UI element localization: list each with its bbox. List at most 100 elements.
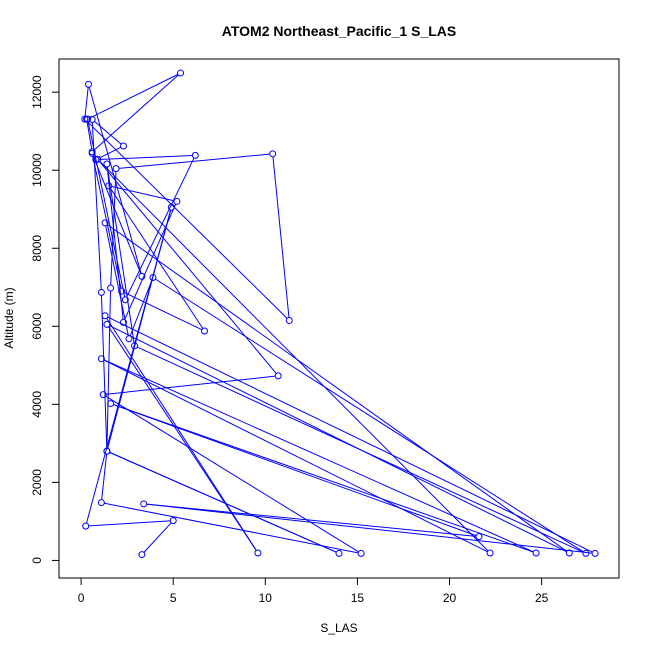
data-point xyxy=(101,312,109,320)
series-segment xyxy=(103,359,534,553)
data-point xyxy=(103,447,111,455)
series-segment xyxy=(124,292,203,331)
data-point xyxy=(169,517,177,525)
series-segment xyxy=(103,359,488,553)
series-segment xyxy=(106,291,112,449)
series-segment xyxy=(94,121,122,145)
data-point xyxy=(92,156,100,164)
x-tick-label: 15 xyxy=(351,591,365,605)
data-point xyxy=(84,80,92,88)
series-segment xyxy=(110,171,117,286)
series-segment xyxy=(98,155,193,161)
series-segment xyxy=(98,146,122,159)
data-point xyxy=(131,342,139,350)
y-tick-label: 0 xyxy=(30,557,44,564)
data-point xyxy=(138,272,146,280)
data-point xyxy=(254,549,262,557)
series-segment xyxy=(92,156,142,274)
series-segment xyxy=(99,161,489,552)
data-point xyxy=(335,549,343,557)
series-segment xyxy=(119,153,270,169)
data-point xyxy=(105,182,113,190)
data-point xyxy=(125,335,133,343)
data-point xyxy=(285,316,293,324)
data-point xyxy=(167,203,175,211)
data-point xyxy=(173,197,181,205)
data-point xyxy=(582,549,590,557)
series-segment xyxy=(109,325,567,553)
x-axis: 0 5 10 15 20 25 xyxy=(78,577,549,605)
data-point xyxy=(138,551,146,559)
data-point xyxy=(99,391,107,399)
data-point xyxy=(357,549,365,557)
x-tick-label: 25 xyxy=(535,591,549,605)
series-segment xyxy=(106,318,257,551)
data-point xyxy=(119,142,127,150)
series-segment xyxy=(107,316,593,553)
data-point xyxy=(591,549,599,557)
series-segment xyxy=(155,278,584,553)
y-axis-label: Altitude (m) xyxy=(2,287,16,348)
data-point xyxy=(103,320,111,328)
series-segment xyxy=(100,295,108,449)
series-segment xyxy=(143,522,172,553)
series-segment xyxy=(86,121,93,149)
data-point xyxy=(149,274,157,282)
series-segment xyxy=(109,451,337,553)
x-tick-label: 0 xyxy=(78,591,85,605)
series-segment xyxy=(101,454,108,500)
data-point xyxy=(532,549,540,557)
series-segment xyxy=(146,503,477,537)
series-segment xyxy=(111,186,175,202)
data-point xyxy=(88,148,96,156)
y-tick-label: 4000 xyxy=(30,391,44,418)
series-segment xyxy=(272,156,290,318)
series-segment xyxy=(146,503,593,554)
series-segment xyxy=(106,166,135,343)
series-segment xyxy=(137,346,584,553)
data-point xyxy=(177,69,185,77)
x-tick-label: 5 xyxy=(170,591,177,605)
series-segment xyxy=(129,280,153,337)
data-point xyxy=(101,219,109,227)
y-axis: 0 2000 4000 6000 8000 10000 12000 xyxy=(30,75,60,564)
data-point xyxy=(486,549,494,557)
series-segment xyxy=(86,120,288,319)
data-point xyxy=(107,400,115,408)
data-point xyxy=(118,287,126,295)
series-segment xyxy=(108,326,257,551)
data-point xyxy=(121,296,129,304)
series-segment xyxy=(124,203,177,320)
data-point xyxy=(97,355,105,363)
series-segment xyxy=(126,157,195,298)
series-segment xyxy=(105,225,129,336)
data-point xyxy=(274,372,282,380)
series-segment xyxy=(106,375,276,395)
series-lines xyxy=(84,73,593,554)
series-segment xyxy=(90,73,179,119)
data-point xyxy=(82,522,90,530)
data-point xyxy=(107,284,115,292)
data-point xyxy=(97,288,105,296)
series-segment xyxy=(88,520,171,527)
data-point xyxy=(97,499,105,507)
data-point xyxy=(191,151,199,159)
series-segment xyxy=(113,404,534,553)
data-point xyxy=(81,115,89,123)
data-point xyxy=(83,115,91,123)
series-segment xyxy=(99,161,277,374)
data-point xyxy=(103,160,111,168)
x-axis-label: S_LAS xyxy=(320,621,357,635)
series-segment xyxy=(109,188,204,329)
y-tick-label: 12000 xyxy=(30,75,44,109)
data-point xyxy=(112,165,120,173)
x-tick-label: 20 xyxy=(443,591,457,605)
data-point xyxy=(269,150,277,158)
x-tick-label: 10 xyxy=(259,591,273,605)
y-tick-label: 10000 xyxy=(30,153,44,187)
plot-border xyxy=(58,58,620,579)
data-point xyxy=(475,533,483,541)
data-point xyxy=(119,318,127,326)
series-segment xyxy=(94,74,179,151)
